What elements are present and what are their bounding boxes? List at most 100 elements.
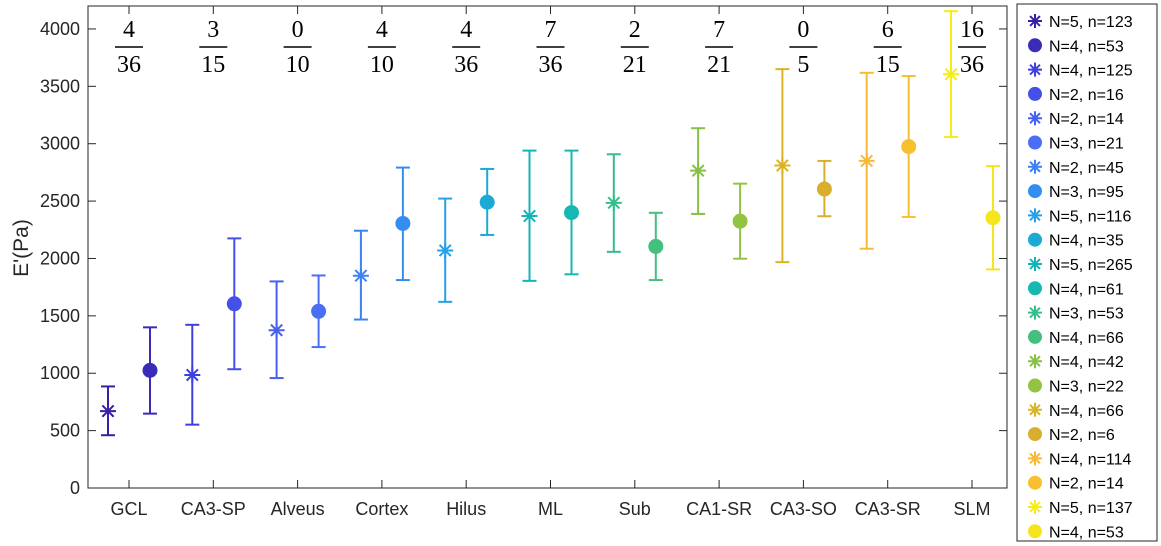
legend-entry: N=4, n=114 — [1028, 451, 1132, 468]
fraction-numerator: 4 — [123, 17, 135, 43]
data-point-group — [564, 149, 579, 276]
fraction-numerator: 4 — [376, 17, 388, 43]
data-point-group — [184, 323, 201, 426]
data-point-star — [605, 194, 622, 211]
legend-entry: N=4, n=53 — [1028, 38, 1124, 55]
x-tick-label: CA3-SO — [770, 499, 837, 519]
legend-entry: N=3, n=53 — [1028, 305, 1124, 323]
data-point-group — [311, 274, 327, 349]
fraction-numerator: 3 — [207, 17, 219, 43]
legend-label: N=2, n=14 — [1049, 476, 1124, 493]
legend-circle-marker — [1028, 184, 1042, 199]
data-point-star — [352, 267, 369, 284]
data-point-group — [648, 211, 664, 282]
legend-label: N=2, n=16 — [1049, 87, 1124, 104]
legend-label: N=3, n=21 — [1049, 136, 1124, 153]
data-point-circle — [985, 210, 1001, 226]
legend-label: N=4, n=125 — [1049, 63, 1133, 80]
legend-circle-marker — [1028, 329, 1042, 344]
legend-label: N=4, n=53 — [1049, 38, 1124, 55]
legend-entry: N=5, n=137 — [1028, 500, 1133, 517]
legend-circle-marker — [1028, 524, 1042, 539]
y-tick-label: 500 — [50, 421, 80, 441]
fraction-denominator: 10 — [286, 52, 310, 78]
data-point-star — [943, 66, 959, 83]
legend-entry: N=5, n=265 — [1028, 257, 1133, 274]
data-point-group — [816, 159, 832, 218]
legend-entry: N=4, n=35 — [1028, 232, 1124, 250]
data-point-circle — [395, 215, 411, 231]
data-point-group — [479, 167, 495, 236]
legend-entry: N=4, n=61 — [1028, 281, 1124, 298]
legend-star-marker — [1028, 500, 1042, 514]
legend-label: N=2, n=6 — [1049, 427, 1115, 444]
x-tick-label: CA3-SP — [181, 499, 246, 519]
legend-entry: N=3, n=22 — [1028, 378, 1124, 396]
fraction-numerator: 0 — [797, 17, 809, 43]
legend-entry: N=5, n=123 — [1028, 14, 1133, 31]
fraction-denominator: 15 — [201, 52, 225, 78]
y-tick-label: 4000 — [40, 19, 80, 39]
fraction-numerator: 6 — [882, 17, 894, 43]
fraction-numerator: 4 — [460, 17, 472, 43]
legend-label: N=4, n=61 — [1049, 281, 1124, 298]
legend-label: N=4, n=35 — [1049, 233, 1124, 250]
legend-label: N=2, n=45 — [1049, 160, 1124, 177]
legend-star-marker — [1028, 354, 1042, 369]
legend-label: N=4, n=66 — [1049, 330, 1124, 347]
y-tick-label: 1500 — [40, 306, 80, 326]
fraction-numerator: 7 — [545, 17, 557, 43]
data-point-group — [690, 127, 707, 215]
fraction-numerator: 0 — [292, 17, 304, 43]
data-point-circle — [142, 362, 158, 378]
data-point-star — [100, 403, 116, 420]
legend-box — [1016, 3, 1158, 542]
x-tick-label: Hilus — [446, 499, 486, 519]
plot-area: 05001000150020002500300035004000GCL436CA… — [40, 5, 1008, 519]
legend-label: N=4, n=53 — [1049, 524, 1124, 541]
data-point-circle — [901, 139, 917, 155]
fraction-denominator: 36 — [960, 52, 984, 78]
data-point-group — [858, 71, 875, 250]
data-point-group — [943, 10, 959, 139]
fraction-numerator: 2 — [629, 17, 641, 43]
legend-entry: N=2, n=14 — [1028, 111, 1124, 128]
legend: N=5, n=123 N=4, n=53 N=4, n=125 N=2, n=16 N=… — [1016, 3, 1158, 542]
data-point-star — [184, 366, 201, 383]
x-tick-label: CA1-SR — [686, 499, 752, 519]
data-point-circle — [816, 181, 832, 197]
legend-star-marker — [1028, 14, 1042, 28]
x-tick-label: Cortex — [355, 499, 408, 519]
fraction-denominator: 21 — [707, 52, 731, 78]
legend-label: N=5, n=137 — [1049, 500, 1133, 517]
fraction-denominator: 5 — [797, 52, 809, 78]
data-point-group — [268, 280, 285, 380]
data-point-circle — [311, 303, 327, 319]
legend-circle-marker — [1028, 281, 1042, 296]
x-tick-label: GCL — [110, 499, 147, 519]
legend-star-marker — [1028, 159, 1042, 174]
legend-label: N=4, n=66 — [1049, 403, 1124, 420]
legend-entry: N=2, n=6 — [1028, 427, 1115, 444]
legend-entry: N=3, n=95 — [1028, 184, 1124, 201]
fraction-denominator: 36 — [454, 52, 478, 78]
fraction-numerator: 16 — [960, 17, 984, 43]
legend-star-marker — [1028, 451, 1042, 466]
data-point-group — [395, 166, 411, 282]
y-tick-label: 3500 — [40, 76, 80, 96]
legend-entry: N=4, n=66 — [1028, 329, 1124, 347]
legend-star-marker — [1028, 62, 1042, 77]
legend-circle-marker — [1028, 232, 1042, 247]
legend-label: N=3, n=22 — [1049, 379, 1124, 396]
legend-entry: N=5, n=116 — [1028, 208, 1132, 225]
data-point-group — [732, 182, 748, 260]
legend-label: N=2, n=14 — [1049, 111, 1124, 128]
y-tick-label: 0 — [70, 478, 80, 498]
data-point-group — [985, 165, 1001, 271]
legend-label: N=3, n=95 — [1049, 184, 1124, 201]
legend-entry: N=4, n=42 — [1028, 354, 1124, 371]
y-tick-label: 2000 — [40, 248, 80, 268]
legend-entry: N=2, n=14 — [1028, 475, 1124, 493]
legend-star-marker — [1028, 305, 1042, 320]
